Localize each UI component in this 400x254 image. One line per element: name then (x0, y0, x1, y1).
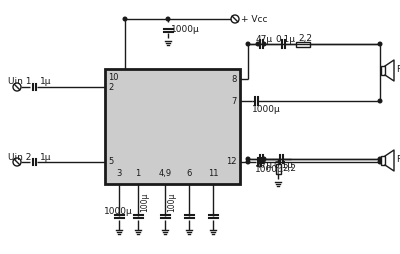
Text: 3: 3 (116, 169, 122, 178)
Circle shape (262, 157, 266, 161)
Circle shape (262, 42, 266, 46)
Text: 100μ: 100μ (167, 192, 176, 212)
Text: RL: RL (396, 155, 400, 164)
Text: 1000μ: 1000μ (104, 208, 133, 216)
Text: 47μ: 47μ (256, 162, 273, 170)
Circle shape (123, 17, 127, 21)
Circle shape (246, 157, 250, 161)
Text: 8: 8 (232, 74, 237, 84)
Bar (105, 69, 240, 184)
Bar (296, 41, 310, 46)
Text: 47μ: 47μ (256, 35, 273, 43)
Bar (381, 66, 385, 75)
Text: 1μ: 1μ (40, 77, 52, 87)
Circle shape (378, 42, 382, 46)
Circle shape (166, 17, 170, 21)
Text: 0,1μ: 0,1μ (273, 162, 293, 170)
Text: 10: 10 (108, 72, 118, 82)
Text: 6: 6 (186, 169, 192, 178)
Text: 11: 11 (208, 169, 218, 178)
Text: Uin 1: Uin 1 (8, 77, 32, 87)
Text: 1000μ: 1000μ (255, 166, 284, 174)
Circle shape (378, 157, 382, 161)
Text: 2: 2 (108, 83, 113, 91)
Text: + Vcc: + Vcc (241, 14, 268, 24)
Text: Uin 2: Uin 2 (8, 152, 31, 162)
Text: 5: 5 (108, 157, 113, 167)
Text: 0,1μ: 0,1μ (275, 35, 295, 43)
Text: 7: 7 (232, 97, 237, 105)
Circle shape (246, 160, 250, 164)
Text: 12: 12 (226, 157, 237, 167)
Text: 2,2: 2,2 (282, 165, 296, 173)
Circle shape (256, 42, 260, 46)
Bar (381, 156, 385, 165)
Circle shape (378, 99, 382, 103)
Circle shape (378, 160, 382, 164)
Text: 1000μ: 1000μ (171, 24, 200, 34)
Circle shape (246, 42, 250, 46)
Text: 1: 1 (135, 169, 141, 178)
Text: 1μ: 1μ (40, 152, 52, 162)
Text: 1000μ: 1000μ (252, 104, 281, 114)
Text: 4,9: 4,9 (158, 169, 172, 178)
Text: RL: RL (396, 65, 400, 74)
Text: 100μ: 100μ (140, 192, 149, 212)
Bar (276, 164, 280, 174)
Text: 2,2: 2,2 (298, 35, 312, 43)
